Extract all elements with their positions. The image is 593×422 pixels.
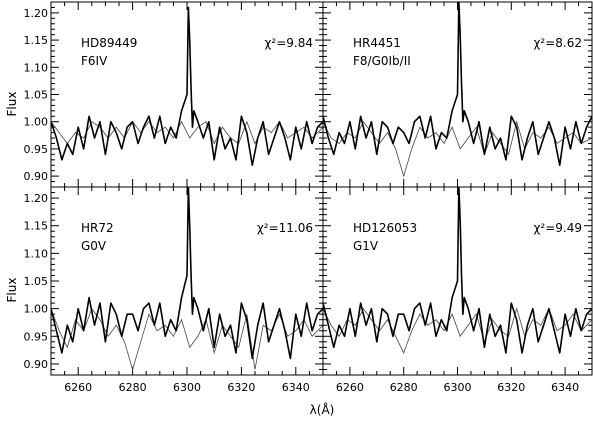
panel-frame — [50, 186, 324, 376]
spectral-type-label: F8/G0Ib/II — [353, 54, 411, 68]
x-tick-label: 6320 — [497, 381, 525, 394]
star-name-label: HR72 — [81, 221, 114, 235]
chi-square-label: χ²=8.62 — [533, 36, 582, 50]
x-axis-label: λ(Å) — [310, 402, 335, 417]
y-tick-label: 1.05 — [24, 275, 49, 288]
y-tick-label: 1.00 — [24, 116, 49, 129]
model-spectrum-line — [51, 120, 323, 145]
spectral-type-label: F6IV — [81, 54, 108, 68]
y-axis-label-top: Flux — [5, 92, 19, 117]
y-tick-label: 1.10 — [24, 247, 49, 260]
panel-2: HR4451 F8/G0Ib/II χ²=8.62 — [322, 1, 593, 188]
x-tick-label: 6340 — [282, 381, 310, 394]
panels-layer: 0.90 0.95 1.00 1.05 1.10 1.15 1.20 HD89449 F6IV χ… — [24, 1, 593, 394]
spectral-type-label: G1V — [353, 239, 379, 253]
x-tick-label: 6300 — [444, 381, 472, 394]
y-tick-label: 1.20 — [24, 7, 49, 20]
y-tick-label: 1.20 — [24, 192, 49, 205]
panel-1: 0.90 0.95 1.00 1.05 1.10 1.15 1.20 HD89449 F6IV χ… — [24, 1, 324, 188]
spectral-type-label: G0V — [81, 239, 107, 253]
model-spectrum-line — [323, 307, 592, 354]
x-tick-label: 6280 — [119, 381, 147, 394]
axes-labels-layer: Flux Flux λ(Å) — [5, 92, 334, 417]
x-tick-label: 6300 — [173, 381, 201, 394]
y-tick-label: 0.95 — [24, 330, 49, 343]
y-tick-label: 1.15 — [24, 220, 49, 233]
star-name-label: HR4451 — [353, 36, 401, 50]
x-tick-label: 6320 — [227, 381, 255, 394]
star-name-label: HD89449 — [81, 36, 137, 50]
x-tick-label: 6260 — [336, 381, 364, 394]
chi-square-label: χ²=9.49 — [533, 221, 582, 235]
y-tick-label: 1.15 — [24, 34, 49, 47]
observed-spectrum-line — [51, 187, 323, 360]
chi-square-label: χ²=9.84 — [264, 36, 313, 50]
x-tick-label: 6280 — [390, 381, 418, 394]
star-name-label: HD126053 — [353, 221, 417, 235]
y-tick-label: 1.05 — [24, 89, 49, 102]
y-tick-label: 0.90 — [24, 170, 49, 183]
observed-spectrum-line — [51, 6, 323, 167]
observed-spectrum-line — [323, 2, 592, 167]
panel-3: 6260 6280 6300 6320 6340 0.90 0.95 1.00 1.05 1.10… — [24, 186, 324, 394]
x-tick-label: 6260 — [64, 381, 92, 394]
chi-square-label: χ²=11.06 — [257, 221, 313, 235]
x-tick-label: 6340 — [551, 381, 579, 394]
y-tick-label: 1.00 — [24, 303, 49, 316]
y-tick-label: 1.10 — [24, 61, 49, 74]
observed-spectrum-line — [323, 187, 592, 354]
y-tick-label: 0.95 — [24, 143, 49, 156]
y-tick-label: 0.90 — [24, 358, 49, 371]
y-axis-label-bottom: Flux — [5, 278, 19, 303]
panel-4: 6260 6280 6300 6320 6340 HD126053 G1V χ²=9.49 — [322, 186, 593, 394]
